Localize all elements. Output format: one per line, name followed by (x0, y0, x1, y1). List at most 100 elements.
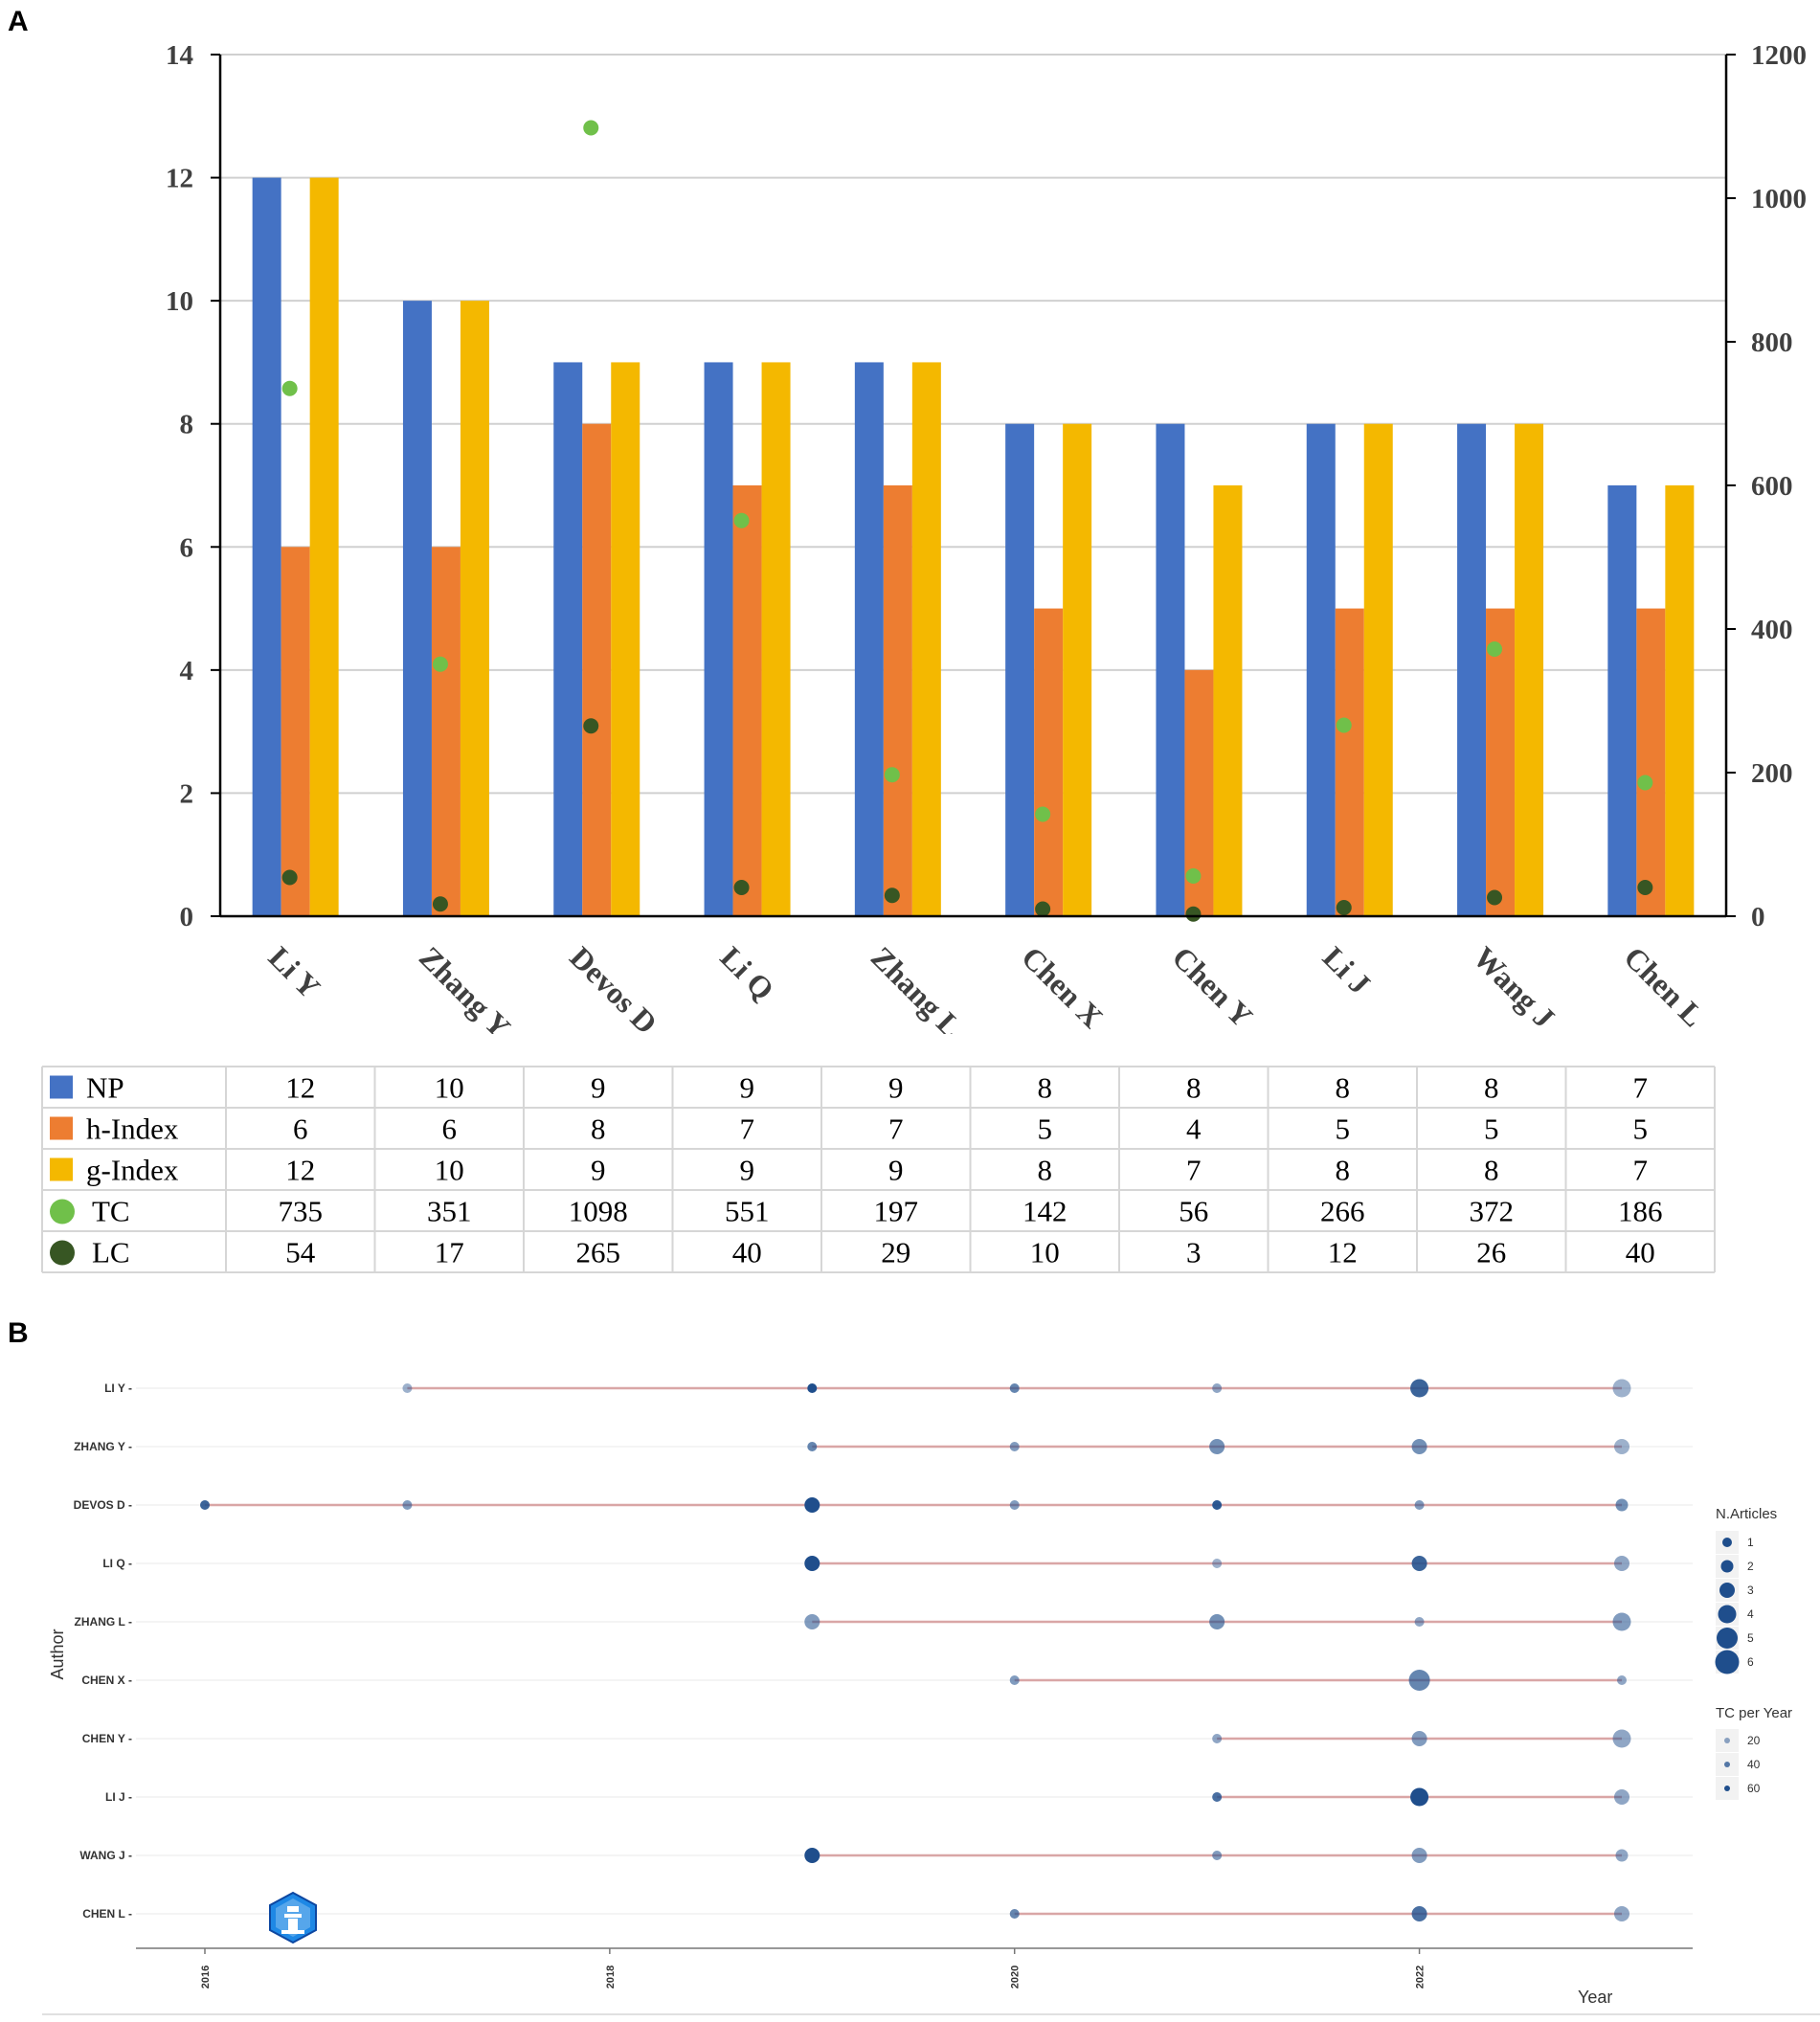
x-category-label: Li J (1316, 939, 1378, 1000)
legend-key-bg (1716, 1531, 1739, 1554)
timeline-point (1009, 1500, 1020, 1510)
timeline-point (1614, 1906, 1629, 1921)
table-cell: 8 (1484, 1071, 1499, 1105)
point-tc (281, 380, 298, 396)
author-label: DEVOS D - (74, 1498, 132, 1512)
timeline-point (1212, 1500, 1223, 1510)
y-left-tick-label: 12 (166, 164, 193, 194)
y-axis-title-b: Author (48, 1629, 67, 1679)
timeline-point (1009, 1442, 1020, 1451)
legend-alpha-key (1724, 1762, 1730, 1767)
point-tc (1336, 717, 1352, 733)
timeline-point (807, 1383, 818, 1393)
y-left-tick-label: 0 (180, 902, 194, 932)
table-cell: 40 (732, 1236, 762, 1269)
timeline-point (1411, 1731, 1427, 1746)
legend-key-bg (1716, 1555, 1739, 1578)
point-tc (583, 120, 599, 136)
legend-size-label: 4 (1747, 1607, 1754, 1621)
legend-swatch-gindex (50, 1157, 73, 1181)
table-cell: 7 (740, 1112, 755, 1146)
table-cell: 8 (1336, 1071, 1351, 1105)
bar-hindex (431, 547, 461, 916)
x-category-label: Li Q (714, 939, 781, 1006)
legend-alpha-key (1724, 1738, 1730, 1743)
bar-hindex (1486, 608, 1516, 916)
x-tick-label-b: 2020 (1010, 1966, 1022, 1988)
legend-size-key (1715, 1650, 1740, 1674)
legend-size-title: N.Articles (1716, 1506, 1777, 1522)
legend-key-bg (1716, 1777, 1739, 1800)
legend-size-label: 5 (1747, 1631, 1754, 1645)
point-tc (1487, 641, 1503, 657)
table-cell: 10 (435, 1071, 464, 1105)
x-tick-label-b: 2018 (605, 1966, 617, 1988)
author-label: ZHANG L - (75, 1615, 132, 1629)
legend-size-key (1718, 1605, 1737, 1624)
timeline-point (1009, 1909, 1020, 1919)
y-right-tick-label: 0 (1751, 902, 1765, 932)
author-label: ZHANG Y - (74, 1440, 132, 1453)
table-cell: 9 (591, 1154, 606, 1187)
bar-np (704, 362, 733, 916)
bar-np (1457, 423, 1487, 916)
point-lc (583, 718, 599, 734)
table-cell: 6 (293, 1112, 308, 1146)
bar-hindex (281, 547, 310, 916)
table-cell: 9 (740, 1154, 755, 1187)
timeline-point (804, 1556, 820, 1571)
y-right-tick-label: 600 (1751, 471, 1793, 502)
y-left-tick-label: 4 (180, 656, 194, 686)
timeline-point (1614, 1556, 1629, 1571)
table-cell: 12 (285, 1154, 315, 1187)
table-cell: 8 (1484, 1154, 1499, 1187)
point-tc (1035, 806, 1051, 822)
bar-hindex (582, 423, 612, 916)
x-category-label: Zhang L (865, 939, 969, 1034)
table-cell: 40 (1626, 1236, 1655, 1269)
timeline-point (1614, 1439, 1629, 1454)
legend-key-bg (1716, 1579, 1739, 1602)
x-axis-title-b: Year (1578, 1988, 1612, 2007)
y-left-tick-label: 2 (180, 778, 194, 809)
table-cell: 9 (591, 1071, 606, 1105)
author-label: LI J - (105, 1790, 132, 1804)
table-cell: 9 (888, 1071, 904, 1105)
legend-swatch-hindex (50, 1116, 73, 1140)
bar-gindex (460, 301, 489, 917)
y-left-tick-label: 8 (180, 410, 194, 440)
point-tc (1637, 775, 1653, 791)
point-lc (1487, 889, 1503, 906)
legend-key-bg (1716, 1753, 1739, 1776)
legend-alpha-title: TC per Year (1716, 1705, 1792, 1721)
timeline-point (1212, 1792, 1223, 1802)
table-cell: 54 (285, 1236, 316, 1269)
table-cell: 8 (1038, 1071, 1053, 1105)
timeline-point (807, 1442, 818, 1451)
point-tc (733, 512, 750, 528)
table-cell: 7 (1186, 1154, 1202, 1187)
bar-np (1607, 485, 1637, 916)
legend-label: h-Index (86, 1112, 179, 1146)
timeline-point (1009, 1383, 1020, 1393)
bar-hindex (1636, 608, 1666, 916)
table-cell: 10 (1030, 1236, 1060, 1269)
table-cell: 8 (1186, 1071, 1202, 1105)
table-cell: 735 (279, 1195, 324, 1228)
table-cell: 1098 (569, 1195, 628, 1228)
y-right-tick-label: 1200 (1751, 40, 1807, 71)
author-label: CHEN L - (82, 1907, 132, 1921)
author-label: LI Y - (104, 1382, 132, 1395)
legend-size-label: 1 (1747, 1536, 1754, 1549)
table-cell: 4 (1186, 1112, 1202, 1146)
x-category-label: Chen X (1015, 939, 1110, 1034)
x-category-label: Chen L (1617, 939, 1711, 1033)
legend-swatch-lc (50, 1240, 75, 1266)
point-lc (1035, 901, 1051, 917)
panel-a-label: A (8, 6, 29, 37)
bar-gindex (1063, 423, 1092, 916)
y-right-tick-label: 1000 (1751, 184, 1807, 214)
legend-swatch-tc (50, 1199, 75, 1224)
table-cell: 372 (1470, 1195, 1515, 1228)
author-label: WANG J - (79, 1849, 132, 1862)
